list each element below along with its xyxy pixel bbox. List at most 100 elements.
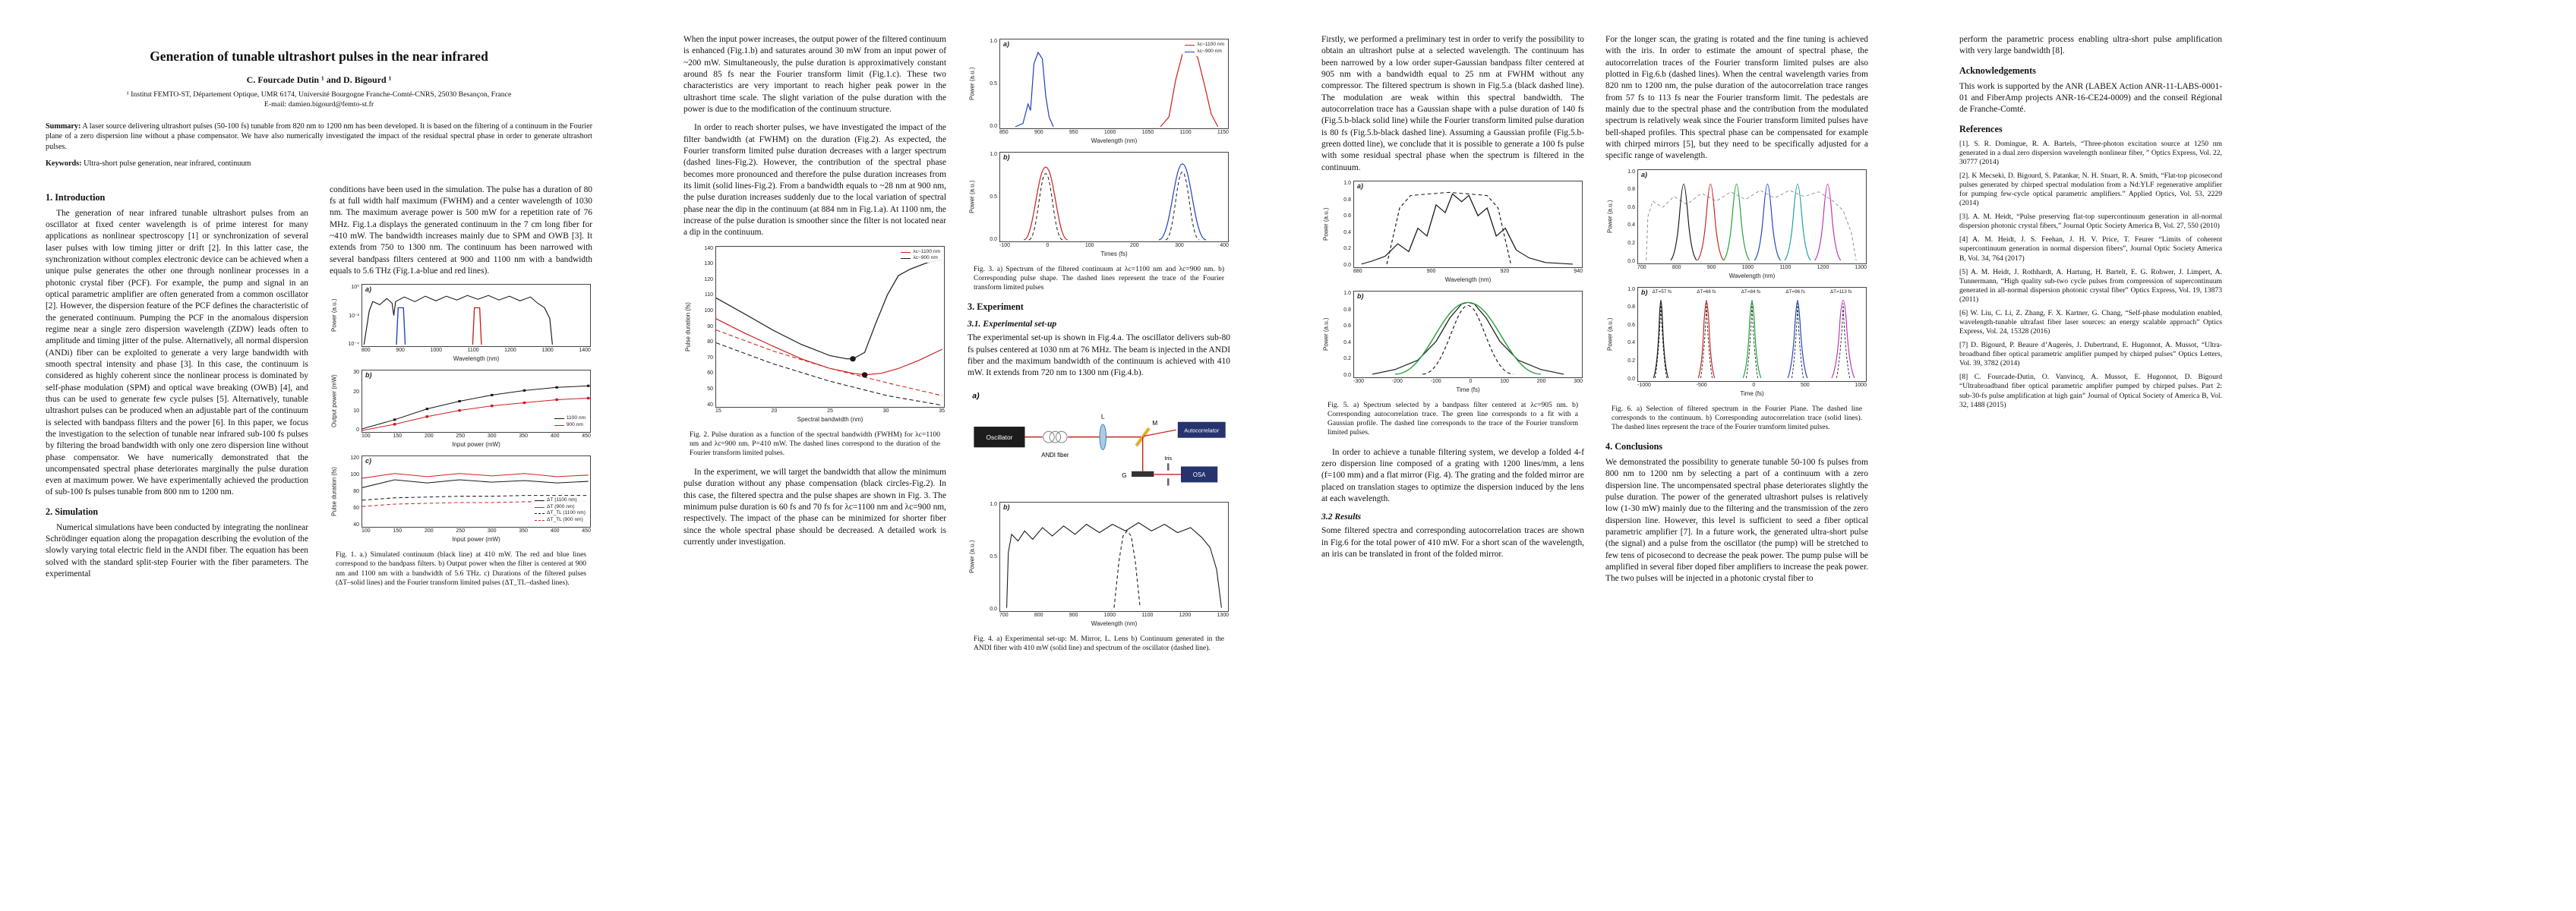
plot-area-fig6a: a)	[1637, 169, 1867, 264]
series-oscillator-spectrum	[1113, 530, 1141, 608]
y-axis-label: Power (a.u.)	[1606, 317, 1614, 351]
markers-1100nm	[393, 384, 590, 421]
legend-label: ΔT (900 nm)	[547, 503, 575, 509]
tick-label: 150	[393, 528, 402, 534]
tick-label: 0.0	[990, 237, 997, 242]
tick-label: 0	[356, 427, 359, 433]
legend-fig3a: λc~1100 nm λc~900 nm	[1182, 41, 1226, 56]
series-filtered-1120nm	[1784, 183, 1811, 260]
figure-1: Power (a.u.) 10⁻⁴ 10⁻² 10⁰ a) 800 900 1000 11…	[330, 284, 592, 588]
chart-fig1b	[362, 384, 590, 431]
tick-label: 1300	[1855, 264, 1867, 270]
tick-label: 1000	[1103, 130, 1116, 135]
page-3-column-left: Firstly, we performed a preliminary test…	[1321, 34, 1584, 592]
series-filter-1100nm	[472, 307, 482, 345]
oscillator-box	[974, 426, 1025, 448]
tick-label: 0.8	[1343, 197, 1351, 203]
subsection-heading-results: 3.2 Results	[1321, 512, 1362, 522]
tick-label: 10	[353, 408, 359, 414]
tick-label: 70	[707, 355, 713, 361]
figure-6-panel-b: Power (a.u.) 0.0 0.2 0.4 0.6 0.8 1.0 ΔT=57 fs…	[1605, 286, 1867, 399]
legend-swatch	[554, 418, 564, 420]
series-duration-1100nm	[362, 479, 589, 489]
fiber-coil	[1055, 430, 1068, 443]
series-filtered-960nm	[1723, 183, 1750, 260]
series-trace-5	[1831, 299, 1855, 378]
reference-item: [4] A. M. Heidt, J. S. Feehan, J. H. V. …	[1959, 235, 2222, 263]
tick-label: 0.0	[990, 606, 997, 612]
tick-label: 1.0	[990, 39, 997, 44]
tick-label: 450	[582, 433, 591, 440]
x-axis-ticks: 700 800 900 1000 1100 1200 1300	[999, 612, 1229, 620]
oscillator-label: Oscillator	[986, 433, 1012, 441]
tick-label: 60	[707, 370, 713, 377]
tick-label: 0.4	[1343, 339, 1351, 345]
legend-swatch	[535, 506, 545, 508]
x-axis-label: Times (fs)	[1100, 251, 1128, 257]
series-pulse-900nm-tl	[1165, 172, 1200, 241]
title-block: Generation of tunable ultrashort pulses …	[46, 49, 592, 109]
chart-fig1c	[362, 473, 589, 507]
x-axis-label: Time (fs)	[1740, 389, 1764, 397]
x-axis-label: Wavelength (nm)	[1444, 276, 1492, 283]
y-axis-ticks: 0.0 0.5 1.0	[977, 502, 999, 612]
paragraph-bandwidth-impact: In order to reach shorter pulses, we hav…	[683, 123, 946, 238]
series-filtered-1200nm	[1814, 183, 1842, 260]
caption-figure-3: Fig. 3. a) Spectrum of the filtered cont…	[974, 266, 1224, 292]
tick-label: 20	[353, 389, 359, 395]
tick-label: 0.0	[1343, 262, 1351, 268]
series-trace-5-tl	[1836, 303, 1850, 378]
tick-label: 900	[1034, 130, 1043, 135]
x-axis-ticks: -300 -200 -100 0 100 200 300	[1353, 378, 1583, 386]
x-axis-ticks: -100 0 100 200 300 400	[999, 242, 1229, 251]
tick-label: 10⁻⁴	[348, 342, 360, 348]
tick-label: 1200	[1179, 612, 1192, 618]
tick-label: ΔT=84 fs	[1741, 288, 1761, 295]
y-axis-label: Power (a.u.)	[968, 67, 976, 101]
page-4-column-right	[2243, 34, 2506, 415]
series-trace-1-tl	[1655, 303, 1667, 378]
page-1: Generation of tunable ultrashort pulses …	[46, 0, 592, 911]
panel-label: c)	[365, 457, 372, 465]
page-2-columns: When the input power increases, the outp…	[683, 34, 1230, 662]
tick-label: 1150	[1217, 130, 1229, 135]
tick-label: 1300	[1217, 612, 1229, 618]
autocorrelator-label: Autocorrelator	[1184, 427, 1220, 433]
tick-label: 0.5	[990, 81, 997, 87]
series-spectrum-900nm	[1015, 51, 1054, 128]
tick-label: 350	[519, 528, 529, 534]
paragraph-introduction: The generation of near infrared tunable …	[46, 208, 308, 497]
legend-item: λc~900 nm	[1185, 49, 1224, 55]
paragraph-preliminary-test: Firstly, we performed a preliminary test…	[1321, 35, 1584, 172]
plot-area-fig3a: a) λc~1100 nm λc~900 nm	[999, 39, 1229, 129]
tick-label: 300	[487, 528, 497, 534]
series-trace-4	[1787, 299, 1808, 378]
legend-label: λc~1100 nm	[1197, 42, 1224, 47]
y-axis-label: Power (a.u.)	[1322, 207, 1330, 241]
y-axis-ticks: 0.0 0.2 0.4 0.6 0.8 1.0	[1615, 169, 1637, 264]
series-tl-1100nm	[716, 329, 942, 396]
tick-label: 150	[393, 433, 402, 440]
series-trace-4-tl	[1792, 303, 1804, 378]
x-axis-label: Time (fs)	[1456, 386, 1480, 393]
legend-swatch	[535, 500, 545, 501]
section-heading-simulation: 2. Simulation	[46, 506, 99, 517]
reference-item: [2]. K Mecseki, D. Bigourd, S. Patankar,…	[1959, 171, 2222, 208]
legend-label: ΔT_TL (1100 nm)	[547, 510, 586, 516]
tick-label: 1000	[1103, 612, 1116, 618]
reference-item: [3]. A. M. Heidt, “Pulse preserving flat…	[1959, 213, 2222, 231]
legend-label: λc~1100 nm	[913, 248, 940, 254]
page-1-columns: 1. Introduction The generation of near i…	[46, 184, 592, 597]
chart-fig5b	[1372, 301, 1564, 375]
series-tl-900nm	[362, 501, 589, 507]
series-filter-900nm	[396, 307, 406, 345]
tick-label: 0.0	[1343, 372, 1351, 378]
reference-item: [6] W. Liu, C. Li, Z. Zhang, F. X. Kartn…	[1959, 308, 2222, 336]
y-axis-ticks: 0.0 0.2 0.4 0.6 0.8 1.0	[1615, 287, 1637, 382]
figure-1-panel-c: Pulse duration (fs) 40 60 80 100 120 c) ΔT (…	[330, 456, 591, 545]
keywords-text: Ultra-short pulse generation, near infra…	[81, 159, 251, 169]
series-pulse-1100nm-tl	[1028, 173, 1063, 241]
tick-label: 950	[1069, 130, 1078, 135]
tick-label: 0.4	[1627, 340, 1635, 346]
tick-label: 130	[704, 261, 713, 267]
